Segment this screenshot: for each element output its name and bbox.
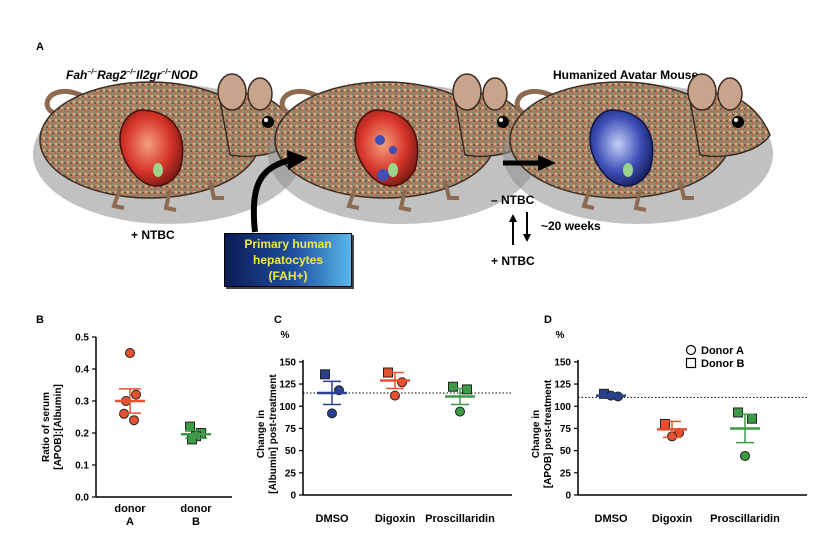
data-point [733,407,743,418]
x-category-label: Proscillaridin [425,513,495,525]
curved-arrow [250,157,291,233]
y-axis-label-line: Change in [531,410,542,458]
mouse-3-illustration [503,74,773,224]
ntbc-plus-bottom-label: + NTBC [491,254,535,268]
y-tick-label: 25 [285,468,297,479]
weeks-label: ~20 weeks [541,219,601,233]
mouse-2-illustration [268,74,538,224]
hepatocytes-box: Primary human hepatocytes (FAH+) [224,233,352,287]
data-point [320,369,330,380]
y-axis-label-line: Change in [256,410,267,458]
data-point [187,434,197,445]
mouse-strain-label: Fah–/–Rag2–/–Il2gr–/–NOD [66,68,198,82]
y-axis-label-line: Ratio of serum [41,392,52,462]
panel-c-chart: 0 25 50 75 100 125 150% Change in[Albumin] post… [256,330,512,525]
mouse-1-illustration [33,74,303,224]
hepatocytes-line-3: (FAH+) [268,269,308,283]
data-point [131,389,141,400]
data-point [448,381,458,392]
y-unit-label: % [281,330,290,341]
y-tick-label: 75 [285,424,297,435]
y-tick-label: 0.3 [75,397,89,408]
y-axis-label: Change in[APOB] post-treatment [531,379,554,488]
y-tick-label: 0.2 [75,429,89,440]
data-point [125,348,135,358]
legend-label: Donor B [701,358,744,370]
x-category-label: Digoxin [652,513,693,525]
y-tick-label: 75 [560,424,572,435]
data-point [327,408,337,419]
x-category-sublabel: A [126,516,134,528]
data-point [462,384,472,395]
legend-circle-icon [685,344,697,356]
x-category-label: donor [180,503,212,515]
y-tick-label: 0.4 [75,365,89,376]
legend-square-icon [685,357,697,369]
data-point [390,390,400,401]
y-axis-label-line: [Albumin] post-treatment [268,374,279,494]
y-tick-label: 150 [279,357,296,368]
y-tick-label: 0.0 [75,493,89,504]
y-tick-label: 0.1 [75,461,89,472]
panel-a-letter: A [36,41,44,53]
y-tick-label: 50 [560,446,572,457]
y-axis-label: Ratio of serum[APOB]:[Albumin] [41,384,64,470]
ntbc-minus-label: – NTBC [491,193,535,207]
hepatocytes-line-1: Primary human [244,237,332,251]
panel-a-illustration [0,0,817,245]
x-category-label: DMSO [316,513,349,525]
y-tick-label: 150 [554,357,571,368]
data-point [455,406,465,417]
panel-b-chart: 0.0 0.1 0.2 0.3 0.4 0.5 Ratio of serum[APOB]:[… [41,333,232,528]
data-point [397,377,407,388]
data-point [740,450,750,461]
panel-c-letter: C [274,314,282,326]
data-point [747,413,757,424]
hepatocytes-line-2: hepatocytes [252,253,324,267]
y-axis-label: Change in[Albumin] post-treatment [256,374,279,494]
panel-b-letter: B [36,314,44,326]
x-category-sublabel: B [192,516,200,528]
x-category-label: Proscillaridin [710,513,780,525]
y-axis-label-line: [APOB]:[Albumin] [53,384,64,470]
y-tick-label: 0.5 [75,333,89,344]
y-axis-label-line: [APOB] post-treatment [543,379,554,488]
y-unit-label: % [556,330,565,341]
legend-label: Donor A [701,345,744,357]
y-tick-label: 25 [560,468,572,479]
panel-d-letter: D [544,314,552,326]
x-category-label: DMSO [595,513,628,525]
y-tick-label: 100 [554,402,571,413]
y-tick-label: 125 [279,380,296,391]
ntbc-plus-label: + NTBC [131,228,175,242]
x-category-label: Digoxin [375,513,416,525]
y-tick-label: 100 [279,402,296,413]
x-category-label: donor [114,503,146,515]
panel-d-chart: 0 25 50 75 100 125 150% Change in[APOB] post-tr… [531,330,807,525]
y-tick-label: 0 [565,491,571,502]
y-tick-label: 125 [554,380,571,391]
humanized-mouse-label: Humanized Avatar Mouse [553,68,699,82]
y-tick-label: 0 [290,491,296,502]
y-tick-label: 50 [285,446,297,457]
data-point [129,415,139,426]
